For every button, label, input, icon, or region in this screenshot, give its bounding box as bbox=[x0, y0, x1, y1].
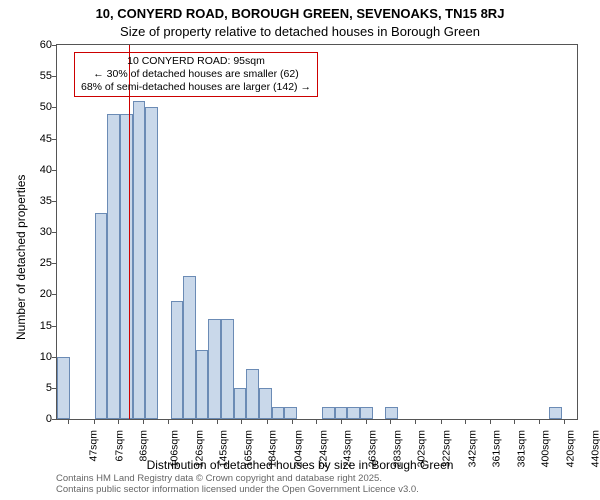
plot-area: 10 CONYERD ROAD: 95sqm← 30% of detached … bbox=[56, 44, 578, 420]
x-tick-mark bbox=[441, 420, 442, 424]
y-tick-mark bbox=[52, 294, 56, 295]
histogram-bar bbox=[133, 101, 146, 419]
y-tick-mark bbox=[52, 139, 56, 140]
y-tick-label: 60 bbox=[22, 39, 52, 51]
x-tick-mark bbox=[217, 420, 218, 424]
y-tick-label: 55 bbox=[22, 70, 52, 82]
histogram-bar bbox=[183, 276, 196, 419]
x-tick-mark bbox=[192, 420, 193, 424]
y-tick-mark bbox=[52, 201, 56, 202]
histogram-bar bbox=[322, 407, 335, 419]
x-tick-mark bbox=[390, 420, 391, 424]
x-tick-mark bbox=[341, 420, 342, 424]
histogram-bar bbox=[107, 114, 120, 419]
histogram-bar bbox=[549, 407, 562, 419]
x-tick-label: 47sqm bbox=[88, 430, 100, 462]
footer-line2: Contains public sector information licen… bbox=[56, 485, 419, 496]
y-tick-mark bbox=[52, 357, 56, 358]
x-tick-mark bbox=[316, 420, 317, 424]
y-tick-label: 5 bbox=[22, 382, 52, 394]
x-axis-label: Distribution of detached houses by size … bbox=[0, 458, 600, 472]
x-tick-label: 86sqm bbox=[137, 430, 149, 462]
y-tick-label: 30 bbox=[22, 226, 52, 238]
y-tick-label: 50 bbox=[22, 101, 52, 113]
y-tick-label: 15 bbox=[22, 320, 52, 332]
y-tick-mark bbox=[52, 388, 56, 389]
x-tick-mark bbox=[564, 420, 565, 424]
y-tick-mark bbox=[52, 107, 56, 108]
y-tick-mark bbox=[52, 76, 56, 77]
histogram-bar bbox=[385, 407, 398, 419]
callout-line2: ← 30% of detached houses are smaller (62… bbox=[81, 68, 311, 81]
x-tick-mark bbox=[143, 420, 144, 424]
x-tick-mark bbox=[292, 420, 293, 424]
histogram-bar bbox=[347, 407, 360, 419]
chart-title-address: 10, CONYERD ROAD, BOROUGH GREEN, SEVENOA… bbox=[0, 6, 600, 21]
property-size-chart: 10, CONYERD ROAD, BOROUGH GREEN, SEVENOA… bbox=[0, 0, 600, 500]
y-tick-mark bbox=[52, 263, 56, 264]
histogram-bar bbox=[284, 407, 297, 419]
y-tick-label: 20 bbox=[22, 288, 52, 300]
x-tick-mark bbox=[94, 420, 95, 424]
callout-line1: 10 CONYERD ROAD: 95sqm bbox=[81, 55, 311, 68]
y-tick-label: 25 bbox=[22, 257, 52, 269]
x-tick-mark bbox=[539, 420, 540, 424]
histogram-bar bbox=[120, 114, 133, 419]
histogram-bar bbox=[234, 388, 247, 419]
y-tick-mark bbox=[52, 170, 56, 171]
callout-line3: 68% of semi-detached houses are larger (… bbox=[81, 81, 311, 94]
y-tick-label: 10 bbox=[22, 351, 52, 363]
y-tick-label: 40 bbox=[22, 164, 52, 176]
y-tick-label: 0 bbox=[22, 413, 52, 425]
histogram-bar bbox=[95, 213, 108, 419]
y-tick-mark bbox=[52, 326, 56, 327]
histogram-bar bbox=[171, 301, 184, 419]
x-tick-mark bbox=[168, 420, 169, 424]
histogram-bar bbox=[221, 319, 234, 419]
histogram-bar bbox=[145, 107, 158, 419]
y-tick-mark bbox=[52, 45, 56, 46]
histogram-bar bbox=[360, 407, 373, 419]
x-tick-mark bbox=[514, 420, 515, 424]
y-tick-mark bbox=[52, 419, 56, 420]
y-tick-label: 45 bbox=[22, 133, 52, 145]
x-tick-label: 67sqm bbox=[113, 430, 125, 462]
histogram-bar bbox=[208, 319, 221, 419]
x-tick-mark bbox=[415, 420, 416, 424]
histogram-bar bbox=[259, 388, 272, 419]
chart-subtitle: Size of property relative to detached ho… bbox=[0, 24, 600, 39]
histogram-bar bbox=[196, 350, 209, 419]
property-marker-line bbox=[129, 45, 131, 419]
x-tick-mark bbox=[68, 420, 69, 424]
property-callout: 10 CONYERD ROAD: 95sqm← 30% of detached … bbox=[74, 52, 318, 97]
x-tick-mark bbox=[267, 420, 268, 424]
x-tick-mark bbox=[366, 420, 367, 424]
x-tick-mark bbox=[465, 420, 466, 424]
histogram-bar bbox=[246, 369, 259, 419]
histogram-bar bbox=[335, 407, 348, 419]
histogram-bar bbox=[272, 407, 285, 419]
x-tick-mark bbox=[490, 420, 491, 424]
footer-attribution: Contains HM Land Registry data © Crown c… bbox=[56, 474, 419, 496]
x-tick-mark bbox=[118, 420, 119, 424]
y-tick-mark bbox=[52, 232, 56, 233]
histogram-bar bbox=[57, 357, 70, 419]
y-tick-label: 35 bbox=[22, 195, 52, 207]
x-tick-mark bbox=[241, 420, 242, 424]
